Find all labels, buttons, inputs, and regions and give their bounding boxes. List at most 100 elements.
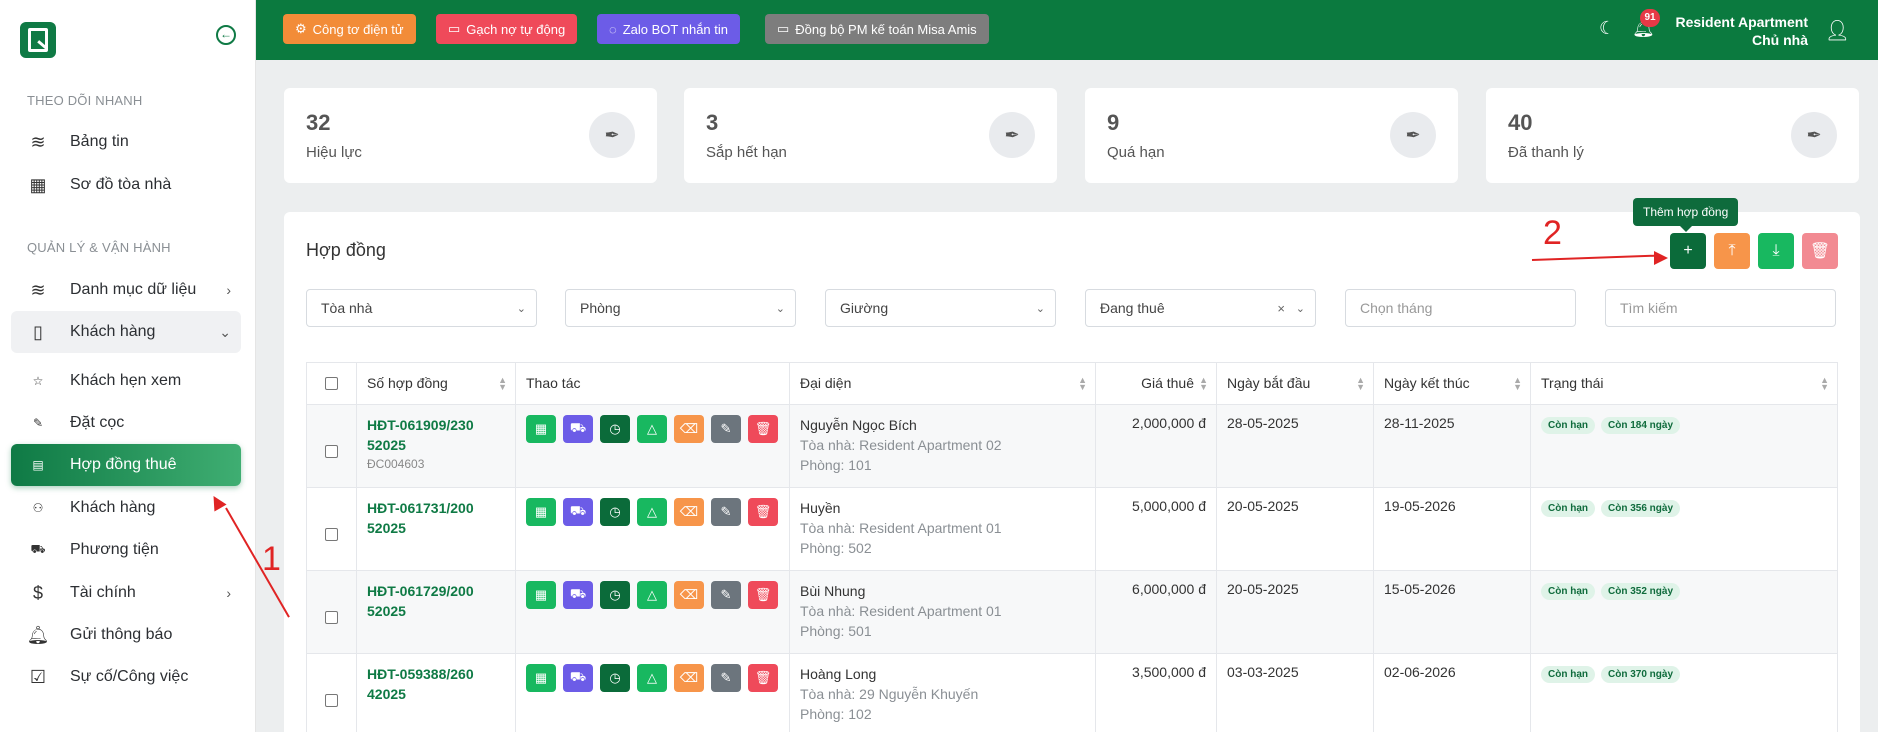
table-row[interactable]: HĐT-061731/20052025 ▦ ⛟ ◷ △ ⌫ ✎ 🗑︎ Huyền Tòa nhà:… bbox=[307, 488, 1837, 571]
history-button[interactable]: ◷ bbox=[600, 664, 630, 692]
column-header[interactable]: Ngày kết thúc ▲ ▼ bbox=[1374, 363, 1531, 404]
status-select[interactable]: Đang thuê × ⌄ bbox=[1085, 289, 1316, 327]
history-button[interactable]: ◷ bbox=[600, 581, 630, 609]
notification-badge: 91 bbox=[1640, 9, 1660, 27]
sort-icon: ▲ ▼ bbox=[1356, 375, 1365, 392]
delete-button[interactable]: 🗑︎ bbox=[748, 581, 778, 609]
edit-button[interactable]: ✎ bbox=[711, 664, 741, 692]
table-row[interactable]: HĐT-061909/23052025 ĐC004603 ▦ ⛟ ◷ △ ⌫ ✎ 🗑︎ Nguyễ… bbox=[307, 405, 1837, 488]
delete-button[interactable]: 🗑︎ bbox=[748, 415, 778, 443]
warning-button[interactable]: △ bbox=[637, 581, 667, 609]
stat-card-overdue[interactable]: 9 Quá hạn ✒ bbox=[1085, 88, 1458, 183]
sidebar-item-deposits[interactable]: ✎ Đặt cọc bbox=[11, 402, 241, 444]
column-header[interactable]: Ngày bắt đầu ▲ ▼ bbox=[1217, 363, 1374, 404]
clock-icon: ◷ bbox=[609, 670, 621, 685]
trash-icon: 🗑︎ bbox=[1809, 243, 1831, 260]
column-header[interactable]: Giá thuê ▲ ▼ bbox=[1096, 363, 1217, 404]
clear-button[interactable]: ⌫ bbox=[674, 664, 704, 692]
misa-sync-button[interactable]: ▭ Đồng bộ PM kế toán Misa Amis bbox=[765, 14, 989, 44]
chevron-down-icon: ⌄ bbox=[1295, 302, 1305, 315]
collapse-sidebar-icon[interactable]: ← bbox=[216, 25, 236, 45]
row-checkbox[interactable] bbox=[325, 694, 338, 707]
rent-price: 5,000,000 đ bbox=[1132, 498, 1206, 514]
electric-meter-button[interactable]: ⚙ Công tơ điện tử bbox=[283, 14, 416, 44]
download-button[interactable]: ⤓ bbox=[1758, 233, 1794, 269]
bed-select[interactable]: Giường ⌄ bbox=[825, 289, 1056, 327]
stat-card-liquidated[interactable]: 40 Đã thanh lý ✒ bbox=[1486, 88, 1859, 183]
table-row[interactable]: HĐT-059388/26042025 ▦ ⛟ ◷ △ ⌫ ✎ 🗑︎ Hoàng Long Tòa… bbox=[307, 654, 1837, 732]
calendar-button[interactable]: ▦ bbox=[526, 415, 556, 443]
building-select[interactable]: Tòa nhà ⌄ bbox=[306, 289, 537, 327]
delete-button[interactable]: 🗑︎ bbox=[748, 664, 778, 692]
clear-icon[interactable]: × bbox=[1277, 300, 1285, 316]
clear-button[interactable]: ⌫ bbox=[674, 498, 704, 526]
button-label: Đồng bộ PM kế toán Misa Amis bbox=[795, 21, 977, 37]
end-date-cell: 28-11-2025 bbox=[1374, 405, 1531, 487]
chevron-right-icon: › bbox=[226, 585, 231, 601]
upload-button[interactable]: ⤒ bbox=[1714, 233, 1750, 269]
vehicle-button[interactable]: ⛟ bbox=[563, 581, 593, 609]
bulk-delete-button[interactable]: 🗑︎ bbox=[1802, 233, 1838, 269]
auto-debt-button[interactable]: ▭ Gạch nợ tự động bbox=[436, 14, 578, 44]
room-select[interactable]: Phòng ⌄ bbox=[565, 289, 796, 327]
sidebar-item-building-map[interactable]: ▦ Sơ đồ tòa nhà bbox=[11, 164, 241, 206]
vehicle-button[interactable]: ⛟ bbox=[563, 498, 593, 526]
sidebar-item-data-catalog[interactable]: ≋ Danh mục dữ liệu › bbox=[11, 269, 241, 311]
warning-button[interactable]: △ bbox=[637, 664, 667, 692]
add-contract-button[interactable]: + bbox=[1670, 233, 1706, 269]
contract-number-link[interactable]: HĐT-061731/20052025 bbox=[367, 500, 474, 536]
stat-card-expiring[interactable]: 3 Sắp hết hạn ✒ bbox=[684, 88, 1057, 183]
zalo-bot-button[interactable]: ◌ Zalo BOT nhắn tin bbox=[597, 14, 740, 44]
sidebar-item-incidents[interactable]: ☑ Sự cố/Công việc bbox=[11, 656, 241, 698]
user-icon[interactable]: 👤︎ bbox=[1824, 20, 1850, 42]
contract-number-link[interactable]: HĐT-061729/20052025 bbox=[367, 583, 474, 619]
month-picker[interactable]: Chọn tháng bbox=[1345, 289, 1576, 327]
annotation-step-1: 1 bbox=[262, 540, 281, 578]
sidebar-item-finance[interactable]: $ Tài chính › bbox=[11, 572, 241, 614]
column-header[interactable]: Đại diện ▲ ▼ bbox=[790, 363, 1096, 404]
contract-number-link[interactable]: HĐT-061909/23052025 bbox=[367, 417, 474, 453]
calendar-button[interactable]: ▦ bbox=[526, 664, 556, 692]
sidebar-item-rental-contracts[interactable]: ▤ Hợp đồng thuê bbox=[11, 444, 241, 486]
warning-button[interactable]: △ bbox=[637, 498, 667, 526]
table-header: Số hợp đồng ▲ ▼ Thao tác Đại diện ▲ ▼ Giá th… bbox=[307, 363, 1837, 405]
table-row[interactable]: HĐT-061729/20052025 ▦ ⛟ ◷ △ ⌫ ✎ 🗑︎ Bùi Nhung Tòa … bbox=[307, 571, 1837, 654]
vehicle-button[interactable]: ⛟ bbox=[563, 415, 593, 443]
column-header[interactable]: Số hợp đồng ▲ ▼ bbox=[357, 363, 516, 404]
clear-button[interactable]: ⌫ bbox=[674, 415, 704, 443]
end-date-cell: 19-05-2026 bbox=[1374, 488, 1531, 570]
dark-mode-icon[interactable]: ☾ bbox=[1599, 18, 1616, 38]
row-checkbox[interactable] bbox=[325, 445, 338, 458]
vehicle-button[interactable]: ⛟ bbox=[563, 664, 593, 692]
row-actions: ▦ ⛟ ◷ △ ⌫ ✎ 🗑︎ bbox=[526, 498, 779, 526]
calendar-button[interactable]: ▦ bbox=[526, 498, 556, 526]
contract-number-link[interactable]: HĐT-059388/26042025 bbox=[367, 666, 474, 702]
clear-button[interactable]: ⌫ bbox=[674, 581, 704, 609]
row-checkbox[interactable] bbox=[325, 611, 338, 624]
column-label: Thao tác bbox=[526, 375, 581, 391]
search-input[interactable]: Tìm kiếm bbox=[1605, 289, 1836, 327]
sidebar-item-customers[interactable]: ⚇ Khách hàng bbox=[11, 487, 241, 529]
edit-button[interactable]: ✎ bbox=[711, 581, 741, 609]
stat-card-active[interactable]: 32 Hiệu lực ✒ bbox=[284, 88, 657, 183]
sidebar-item-label: Đặt cọc bbox=[70, 414, 125, 431]
sidebar-item-dashboard[interactable]: ≋ Bảng tin bbox=[11, 121, 241, 163]
history-button[interactable]: ◷ bbox=[600, 498, 630, 526]
delete-button[interactable]: 🗑︎ bbox=[748, 498, 778, 526]
sidebar-item-customers-group[interactable]: ▯ Khách hàng ⌄ bbox=[11, 311, 241, 353]
warning-button[interactable]: △ bbox=[637, 415, 667, 443]
calendar-button[interactable]: ▦ bbox=[526, 581, 556, 609]
end-date-cell: 15-05-2026 bbox=[1374, 571, 1531, 653]
sidebar-item-notifications[interactable]: 🔔︎ Gửi thông báo bbox=[11, 614, 241, 656]
history-button[interactable]: ◷ bbox=[600, 415, 630, 443]
app-logo[interactable] bbox=[20, 22, 56, 58]
layers-icon: ≋ bbox=[30, 131, 46, 152]
edit-button[interactable]: ✎ bbox=[711, 498, 741, 526]
sidebar-item-vehicles[interactable]: ⛟ Phương tiện bbox=[11, 529, 241, 571]
select-all-checkbox[interactable] bbox=[325, 377, 338, 390]
row-checkbox[interactable] bbox=[325, 528, 338, 541]
edit-button[interactable]: ✎ bbox=[711, 415, 741, 443]
contracts-panel: Hợp đồng Thêm hợp đồng + ⤒ ⤓ 🗑︎ 2 Tòa nh… bbox=[284, 198, 1860, 732]
column-header[interactable]: Trạng thái ▲ ▼ bbox=[1531, 363, 1837, 404]
sidebar-item-viewing-appointments[interactable]: ☆ Khách hẹn xem bbox=[11, 360, 241, 402]
